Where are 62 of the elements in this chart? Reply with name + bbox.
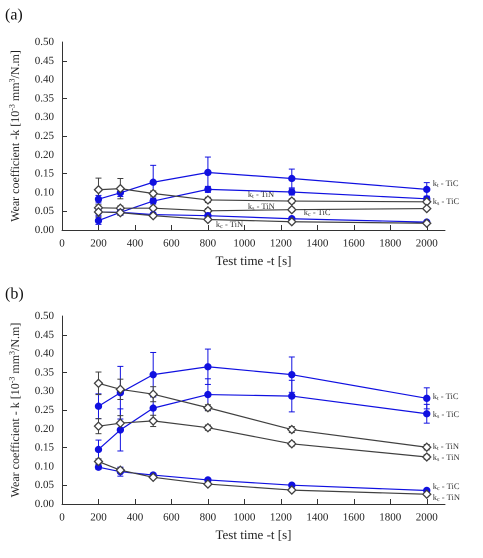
x-tick-label: 1800 bbox=[379, 512, 402, 524]
y-tick-label: 0.15 bbox=[34, 442, 54, 454]
series-label: k$_{c}$ - TiC bbox=[304, 206, 331, 218]
chart-title: (a) bbox=[5, 6, 23, 24]
x-tick-label: 800 bbox=[200, 512, 217, 524]
x-tick-label: 1400 bbox=[306, 512, 329, 524]
y-tick-label: 0.45 bbox=[34, 54, 54, 67]
series-label: k$_{s}$ - TiN bbox=[432, 452, 460, 463]
x-tick-label: 1000 bbox=[233, 238, 256, 250]
x-tick-label: 600 bbox=[163, 512, 180, 524]
y-axis-title: Wear coefficient - k [10-3 mm3/N.m] bbox=[8, 322, 22, 498]
y-tick-label: 0.50 bbox=[34, 36, 54, 48]
series-label: k$_{t}$ - TiN bbox=[432, 441, 459, 452]
y-tick-label: 0.20 bbox=[34, 422, 54, 435]
y-tick-label: 0.05 bbox=[34, 205, 54, 218]
x-tick-label: 1200 bbox=[270, 238, 292, 250]
x-tick-label: 400 bbox=[126, 238, 144, 250]
x-tick-label: 0 bbox=[59, 238, 66, 250]
y-tick-label: 0.10 bbox=[34, 186, 54, 198]
x-axis-title: Test time -t [s] bbox=[216, 252, 292, 268]
x-tick-label: 1200 bbox=[270, 512, 292, 524]
y-tick-label: 0.05 bbox=[34, 479, 54, 492]
y-axis-title: Wear coefficient -k [10-3 mm3/N.m] bbox=[8, 50, 22, 222]
x-axis-title: Test time -t [s] bbox=[216, 526, 292, 542]
y-tick-label: 0.30 bbox=[34, 385, 54, 398]
series-label: k$_{c}$ - TiC bbox=[432, 481, 460, 492]
y-tick-label: 0.25 bbox=[34, 404, 54, 416]
y-tick-label: 0.50 bbox=[34, 310, 54, 322]
y-tick-label: 0.00 bbox=[34, 224, 54, 236]
series-label: k$_{s}$ - TiC bbox=[432, 408, 460, 420]
x-tick-label: 600 bbox=[163, 238, 180, 250]
x-tick-label: 2000 bbox=[416, 238, 438, 250]
x-tick-label: 1600 bbox=[342, 512, 366, 524]
series-label: k$_{c}$ - TiN bbox=[432, 492, 460, 504]
x-tick-label: 400 bbox=[126, 512, 144, 524]
y-tick-label: 0.15 bbox=[34, 168, 54, 180]
x-tick-label: 800 bbox=[200, 238, 217, 250]
x-tick-label: 1400 bbox=[306, 238, 329, 250]
x-tick-label: 1800 bbox=[379, 238, 402, 250]
y-tick-label: 0.40 bbox=[34, 348, 54, 360]
y-tick-label: 0.00 bbox=[34, 498, 54, 510]
y-tick-label: 0.45 bbox=[34, 328, 54, 341]
y-tick-label: 0.40 bbox=[34, 74, 54, 86]
y-tick-label: 0.10 bbox=[34, 460, 54, 472]
x-tick-label: 1000 bbox=[233, 512, 256, 524]
y-tick-label: 0.35 bbox=[34, 92, 54, 104]
x-tick-label: 200 bbox=[90, 512, 108, 524]
y-tick-label: 0.25 bbox=[34, 130, 54, 142]
series-label: k$_{t}$ - TiN bbox=[248, 188, 274, 200]
series-label: k$_{t}$ - TiC bbox=[432, 178, 459, 190]
series-label: k$_{s}$ - TiN bbox=[248, 200, 275, 212]
x-tick-label: 0 bbox=[59, 512, 66, 524]
y-tick-label: 0.35 bbox=[34, 366, 54, 378]
x-tick-label: 1600 bbox=[342, 238, 366, 250]
series-label: k$_{s}$ - TiC bbox=[432, 196, 460, 207]
x-tick-label: 2000 bbox=[416, 512, 438, 524]
series-label: k$_{c}$ - TiN bbox=[216, 219, 244, 230]
chart-title: (b) bbox=[5, 286, 24, 302]
y-tick-label: 0.20 bbox=[34, 148, 54, 161]
x-tick-label: 200 bbox=[90, 238, 108, 250]
y-tick-label: 0.30 bbox=[34, 111, 54, 124]
series-label: k$_{t}$ - TiC bbox=[432, 391, 459, 402]
